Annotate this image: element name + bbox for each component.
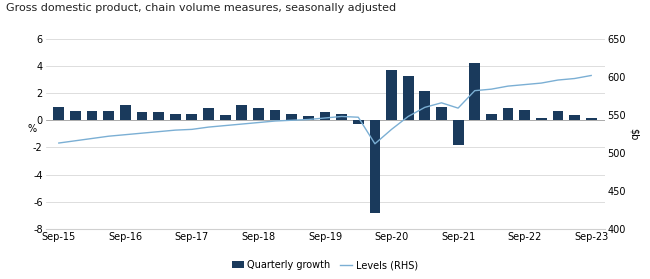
- Bar: [286, 114, 297, 120]
- Bar: [187, 114, 198, 120]
- Bar: [220, 115, 231, 120]
- Bar: [386, 70, 397, 120]
- Bar: [336, 114, 347, 120]
- Bar: [136, 112, 148, 120]
- Bar: [53, 107, 64, 120]
- Bar: [70, 111, 81, 120]
- Bar: [419, 91, 430, 120]
- Bar: [270, 110, 281, 120]
- Bar: [253, 108, 264, 120]
- Bar: [552, 111, 564, 120]
- Bar: [120, 105, 131, 120]
- Bar: [203, 108, 214, 120]
- Bar: [469, 63, 480, 120]
- Bar: [486, 114, 497, 120]
- Legend: Quarterly growth, Levels (RHS): Quarterly growth, Levels (RHS): [228, 256, 422, 274]
- Bar: [153, 112, 164, 120]
- Bar: [320, 112, 330, 120]
- Y-axis label: $b: $b: [629, 128, 639, 140]
- Text: Gross domestic product, chain volume measures, seasonally adjusted: Gross domestic product, chain volume mea…: [6, 3, 396, 13]
- Bar: [502, 108, 514, 120]
- Y-axis label: %: %: [27, 124, 36, 134]
- Bar: [403, 76, 413, 120]
- Bar: [353, 120, 364, 124]
- Bar: [586, 118, 597, 120]
- Bar: [103, 111, 114, 120]
- Bar: [519, 110, 530, 120]
- Bar: [170, 114, 181, 120]
- Bar: [237, 105, 247, 120]
- Bar: [436, 107, 447, 120]
- Bar: [86, 111, 98, 120]
- Bar: [569, 115, 580, 120]
- Bar: [536, 118, 547, 120]
- Bar: [452, 120, 463, 145]
- Bar: [303, 116, 314, 120]
- Bar: [369, 120, 380, 213]
